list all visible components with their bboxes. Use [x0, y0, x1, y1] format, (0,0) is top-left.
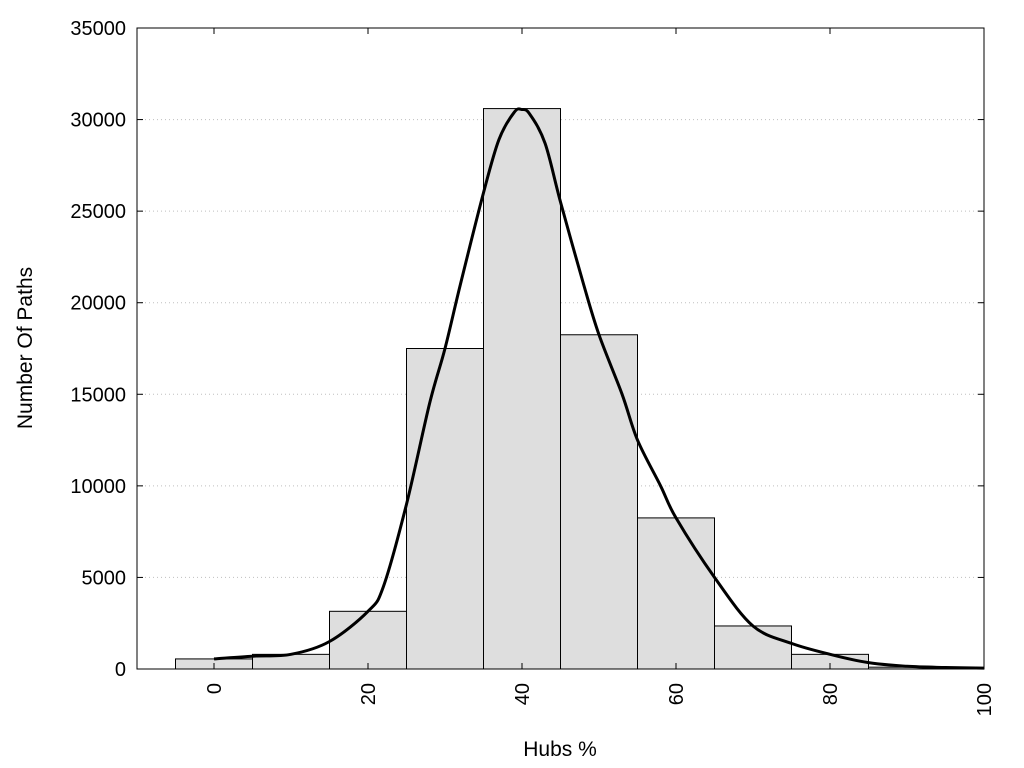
x-axis-title: Hubs % [523, 738, 597, 761]
histogram-bar [483, 108, 561, 670]
x-tick-label: 20 [358, 683, 380, 705]
y-tick-label: 20000 [70, 293, 126, 315]
x-axis-ticks: 0 20 40 60 80 100 [204, 28, 996, 716]
x-tick-label: 40 [512, 683, 534, 705]
y-tick-label: 25000 [70, 201, 126, 223]
histogram-bar [406, 348, 484, 670]
y-axis-title: Number Of Paths [14, 267, 37, 429]
histogram-bar [714, 625, 792, 670]
histogram-bar [637, 517, 715, 670]
x-tick-label: 0 [204, 683, 226, 694]
y-axis-ticks: 0 5000 10000 15000 20000 25000 30000 35000 [70, 18, 984, 681]
plot-frame [136, 27, 985, 670]
y-tick-label: 10000 [70, 476, 126, 498]
y-tick-label: 5000 [82, 567, 127, 589]
x-tick-label: 60 [666, 683, 688, 705]
bars [175, 108, 946, 670]
histogram-bar [329, 610, 407, 670]
fit-curve-layer [213, 107, 985, 670]
y-tick-label: 30000 [70, 110, 126, 132]
x-tick-label: 100 [974, 683, 996, 716]
fit-curve-line [213, 107, 985, 670]
histogram-bar [560, 334, 638, 670]
y-tick-label: 15000 [70, 384, 126, 406]
x-tick-label: 80 [820, 683, 842, 705]
y-tick-label: 35000 [70, 18, 126, 40]
y-tick-label: 0 [115, 659, 126, 681]
